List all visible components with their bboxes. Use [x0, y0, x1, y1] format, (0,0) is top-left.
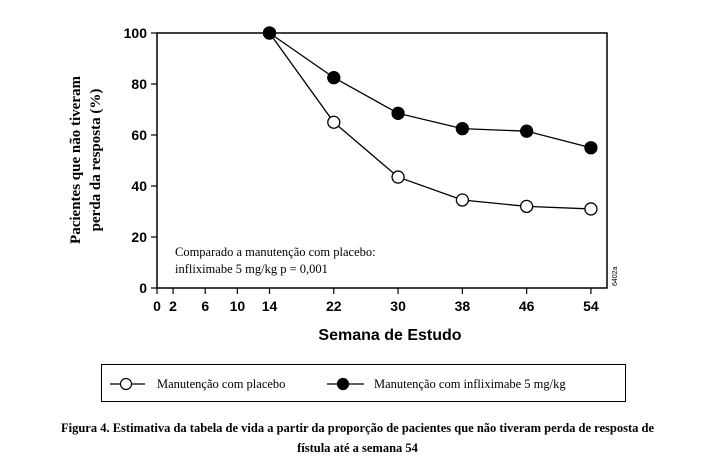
y-axis-label-line2: perda da resposta (%)	[88, 89, 104, 232]
series-line-0	[268, 32, 591, 210]
x-tick-label: 22	[326, 298, 342, 314]
y-tick-label: 0	[139, 280, 147, 296]
data-point-series-0	[327, 115, 341, 129]
data-point-series-0	[455, 193, 470, 207]
data-point-series-1	[455, 121, 470, 136]
legend: Manutenção com placebo Manutenção com in…	[110, 377, 566, 391]
figure-caption: Figura 4. Estimativa da tabela de vida a…	[6, 418, 709, 458]
legend-marker-filled-circle	[336, 377, 350, 391]
annotation-line2: infliximabe 5 mg/kg p = 0,001	[175, 262, 328, 276]
y-tick-label: 100	[124, 25, 148, 41]
legend-marker-open-circle	[119, 377, 133, 391]
x-tick-label: 0	[153, 298, 161, 314]
caption-line1: Figura 4. Estimativa da tabela de vida a…	[60, 421, 655, 435]
y-tick-label: 40	[131, 178, 147, 194]
legend-label-infliximab: Manutenção com infliximabe 5 mg/kg	[374, 377, 566, 391]
y-tick-label: 20	[131, 229, 147, 245]
data-point-series-1	[584, 141, 598, 155]
plot-frame	[156, 32, 608, 289]
data-point-series-0	[391, 170, 405, 184]
y-tick-label: 60	[131, 127, 147, 143]
x-axis-label: Semana de Estudo	[318, 327, 461, 344]
data-point-series-1	[327, 70, 341, 85]
legend-box	[101, 364, 626, 402]
series-line-1	[269, 32, 592, 149]
y-axis-ticks: 0 20 40 60 80 100	[124, 25, 157, 296]
y-axis-label-line1: Pacientes que não tiveram	[68, 76, 84, 244]
x-tick-label: 2	[169, 298, 177, 314]
side-code: 6402a	[612, 266, 619, 286]
data-point-series-0	[584, 202, 598, 216]
x-tick-label: 30	[390, 298, 406, 314]
x-tick-label: 10	[230, 298, 246, 314]
annotation-line1: Comparado a manutenção com placebo:	[175, 245, 376, 259]
x-tick-label: 38	[455, 298, 471, 314]
data-point-series-1	[391, 106, 405, 120]
x-tick-label: 6	[201, 298, 209, 314]
x-tick-label: 46	[519, 298, 535, 314]
legend-label-placebo: Manutenção com placebo	[157, 377, 285, 391]
data-point-series-1	[262, 26, 277, 40]
data-point-series-0	[519, 199, 534, 214]
caption-line2: fístula até a semana 54	[297, 441, 418, 455]
x-tick-label: 14	[262, 298, 278, 314]
x-tick-label: 54	[583, 298, 599, 314]
data-point-series-1	[519, 124, 534, 138]
x-axis-ticks: 0 2 6 10 14 22 30 38 46 54	[153, 288, 599, 314]
series-layer	[262, 26, 598, 216]
y-tick-label: 80	[131, 76, 147, 92]
